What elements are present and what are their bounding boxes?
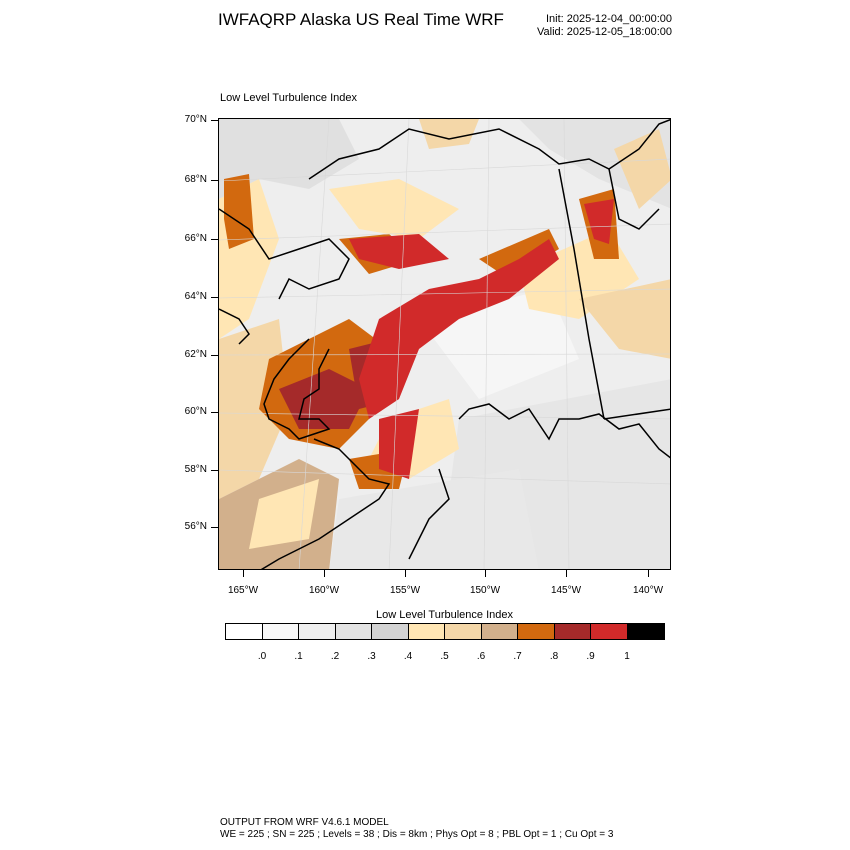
colorbar-label: .5 (440, 651, 449, 662)
colorbar-swatch (445, 624, 482, 639)
colorbar-swatch (481, 624, 518, 639)
map-subtitle: Low Level Turbulence Index (220, 92, 357, 104)
lat-tick (211, 120, 218, 121)
colorbar-swatch (262, 624, 299, 639)
colorbar-swatch (335, 624, 372, 639)
colorbar-label: .8 (549, 651, 559, 662)
lon-tick (324, 570, 325, 577)
lat-label: 70°N (184, 114, 207, 125)
colorbar-swatch (627, 624, 664, 639)
colorbar-label: .7 (513, 651, 522, 662)
model-info: OUTPUT FROM WRF V4.6.1 MODEL WE = 225 ; … (220, 817, 613, 841)
colorbar-swatch (408, 624, 445, 639)
lat-tick (211, 470, 218, 471)
lon-label: 145°W (550, 585, 582, 596)
colorbar-swatch (591, 624, 628, 639)
colorbar-swatch (299, 624, 336, 639)
lon-tick (648, 570, 649, 577)
colorbar-swatch (518, 624, 555, 639)
lat-tick (211, 297, 218, 298)
lon-tick (566, 570, 567, 577)
model-config: WE = 225 ; SN = 225 ; Levels = 38 ; Dis … (220, 829, 614, 840)
plot-title: IWFAQRP Alaska US Real Time WRF (218, 10, 504, 29)
colorbar-label: 1 (624, 651, 630, 662)
lon-label: 150°W (469, 585, 501, 596)
map-panel (218, 118, 671, 570)
valid-time: Valid: 2025-12-05_18:00:00 (537, 26, 672, 38)
lat-tick (211, 180, 218, 181)
lon-label: 155°W (389, 585, 421, 596)
colorbar-label: .9 (586, 651, 595, 662)
lat-label: 60°N (184, 406, 207, 417)
model-version: OUTPUT FROM WRF V4.6.1 MODEL (220, 817, 389, 828)
colorbar-label: .1 (294, 651, 303, 662)
lon-label: 165°W (227, 585, 259, 596)
lon-tick (485, 570, 486, 577)
init-time: Init: 2025-12-04_00:00:00 (546, 13, 672, 25)
colorbar-label: .2 (330, 651, 340, 662)
lon-label: 160°W (308, 585, 340, 596)
colorbar-swatch (226, 624, 263, 639)
lat-label: 62°N (184, 349, 207, 360)
lat-tick (211, 412, 218, 413)
lat-label: 68°N (184, 174, 207, 185)
colorbar (225, 623, 665, 640)
lat-label: 64°N (184, 291, 207, 302)
lon-tick (243, 570, 244, 577)
colorbar-label: .0 (257, 651, 267, 662)
colorbar-label: .3 (367, 651, 376, 662)
lat-tick (211, 355, 218, 356)
colorbar-title: Low Level Turbulence Index (376, 609, 513, 621)
colorbar-swatch (554, 624, 591, 639)
lat-label: 66°N (184, 233, 207, 244)
run-times: Init: 2025-12-04_00:00:00 Valid: 2025-12… (537, 13, 672, 39)
colorbar-swatch (372, 624, 409, 639)
colorbar-label: .4 (403, 651, 413, 662)
lat-tick (211, 239, 218, 240)
lon-label: 140°W (632, 585, 664, 596)
turbulence-field (219, 119, 670, 569)
lat-tick (211, 527, 218, 528)
lon-tick (405, 570, 406, 577)
colorbar-label: .6 (476, 651, 486, 662)
lat-label: 56°N (184, 521, 207, 532)
lat-label: 58°N (184, 464, 207, 475)
